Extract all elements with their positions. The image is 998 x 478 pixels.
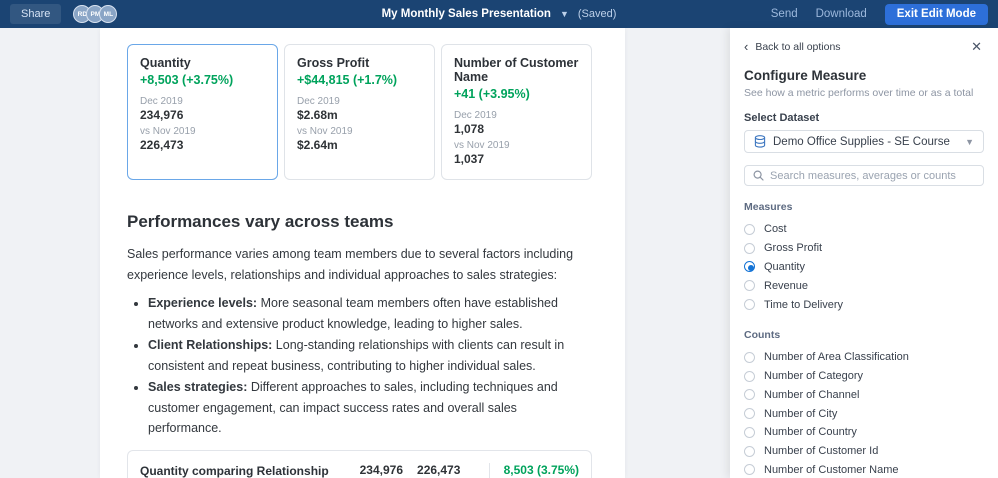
dataset-selected-value: Demo Office Supplies - SE Course (773, 135, 950, 148)
measure-option-gross-profit[interactable]: Gross Profit (744, 239, 984, 258)
metric-period-value: 226,473 (140, 138, 184, 152)
metric-delta: +8,503 (+3.75%) (140, 73, 234, 87)
back-to-options-link[interactable]: ‹ Back to all options (744, 39, 841, 54)
chevron-down-icon: ▼ (965, 136, 974, 147)
bullet-item: Client Relationships: Long-standing rela… (148, 335, 592, 376)
radio-icon[interactable] (744, 351, 755, 363)
exit-edit-mode-button[interactable]: Exit Edit Mode (884, 3, 988, 25)
count-option-category[interactable]: Number of Category (744, 367, 984, 386)
count-option-area-classification[interactable]: Number of Area Classification (744, 348, 984, 367)
bullet-item: Sales strategies: Different approaches t… (148, 377, 592, 439)
comparison-previous-column: 226,473 vs Nov 2019 (417, 462, 461, 477)
section-heading: Performances vary across teams (127, 212, 394, 231)
measures-group-label: Measures (744, 201, 793, 213)
metric-period-value: 1,078 (454, 122, 485, 136)
metric-cards-row: Quantity +8,503 (+3.75%) Dec 2019 234,97… (127, 44, 592, 180)
search-icon (753, 170, 764, 181)
metric-card-customer-count[interactable]: Number of Customer Name +41 (+3.95%) Dec… (441, 44, 592, 180)
comparison-widget[interactable]: Quantity comparing Relationship Manager … (127, 449, 592, 478)
metric-title: Gross Profit (297, 56, 370, 70)
radio-icon[interactable] (744, 408, 755, 420)
metric-delta: +$44,815 (+1.7%) (297, 73, 398, 87)
measure-option-quantity[interactable]: Quantity (744, 258, 984, 277)
send-button[interactable]: Send (770, 8, 798, 20)
metric-card-quantity[interactable]: Quantity +8,503 (+3.75%) Dec 2019 234,97… (127, 44, 278, 180)
radio-icon[interactable] (744, 280, 755, 292)
count-option-country[interactable]: Number of Country (744, 423, 984, 442)
measure-option-revenue[interactable]: Revenue (744, 276, 984, 295)
metric-period-label: vs Nov 2019 (140, 126, 196, 137)
app-background: Quantity +8,503 (+3.75%) Dec 2019 234,97… (0, 28, 998, 478)
metric-period-value: $2.64m (297, 138, 338, 152)
count-option-customer-name[interactable]: Number of Customer Name (744, 461, 984, 478)
radio-icon[interactable] (744, 389, 755, 401)
top-navbar: Share RD PM ML My Monthly Sales Presenta… (0, 0, 998, 28)
radio-icon[interactable] (744, 299, 755, 311)
metric-period-label: Dec 2019 (140, 96, 183, 107)
metric-period-value: 1,037 (454, 152, 485, 166)
panel-subtitle: See how a metric performs over time or a… (744, 87, 974, 99)
count-option-city[interactable]: Number of City (744, 404, 984, 423)
avatar-group: RD PM ML (73, 5, 118, 23)
column-divider (488, 462, 490, 478)
panel-title: Configure Measure (744, 68, 867, 83)
measure-option-time-to-delivery[interactable]: Time to Delivery (744, 295, 984, 314)
search-input[interactable] (770, 169, 975, 182)
download-button[interactable]: Download (815, 8, 867, 20)
radio-icon[interactable] (744, 464, 755, 476)
radio-selected-icon[interactable] (744, 261, 755, 273)
select-dataset-label: Select Dataset (744, 112, 820, 124)
metric-title: Quantity (140, 56, 191, 70)
chevron-left-icon: ‹ (744, 39, 749, 54)
counts-group-label: Counts (744, 328, 781, 341)
chevron-down-icon[interactable]: ▼ (559, 9, 569, 19)
document-title: My Monthly Sales Presentation (381, 8, 551, 20)
metric-period-value: 234,976 (140, 108, 184, 122)
metric-period-value: $2.68m (297, 108, 338, 122)
document-title-group[interactable]: My Monthly Sales Presentation ▼ (Saved) (382, 8, 617, 20)
measure-option-cost[interactable]: Cost (744, 220, 984, 239)
radio-icon[interactable] (744, 223, 755, 235)
metric-period-label: vs Nov 2019 (454, 140, 510, 151)
navbar-actions: Send Download Exit Edit Mode (770, 3, 988, 25)
avatar[interactable]: ML (99, 5, 118, 23)
configure-measure-panel: ‹ Back to all options ✕ Configure Measur… (730, 28, 998, 478)
presentation-page: Quantity +8,503 (+3.75%) Dec 2019 234,97… (100, 28, 625, 478)
radio-icon[interactable] (744, 426, 755, 438)
measure-search-box[interactable] (744, 165, 984, 186)
bullet-list: Experience levels: More seasonal team me… (127, 293, 592, 439)
metric-period-label: vs Nov 2019 (297, 126, 353, 137)
radio-icon[interactable] (744, 242, 755, 254)
saved-status: (Saved) (577, 8, 617, 20)
metric-period-label: Dec 2019 (454, 110, 497, 121)
metric-title: Number of Customer Name (454, 56, 579, 84)
share-button[interactable]: Share (10, 4, 62, 24)
radio-icon[interactable] (744, 445, 755, 457)
comparison-title: Quantity comparing Relationship Manager … (140, 463, 329, 478)
close-icon[interactable]: ✕ (971, 39, 982, 54)
radio-icon[interactable] (744, 370, 755, 382)
metric-period-label: Dec 2019 (297, 96, 340, 107)
intro-paragraph: Sales performance varies among team memb… (127, 247, 574, 282)
comparison-change-column: 8,503 (3.75%) Change (503, 462, 579, 477)
count-option-customer-id[interactable]: Number of Customer Id (744, 442, 984, 461)
metric-card-gross-profit[interactable]: Gross Profit +$44,815 (+1.7%) Dec 2019 $… (284, 44, 435, 180)
bullet-item: Experience levels: More seasonal team me… (148, 293, 592, 334)
metric-delta: +41 (+3.95%) (454, 87, 530, 101)
comparison-header: Quantity comparing Relationship Manager … (128, 451, 591, 478)
comparison-current-column: 234,976 Dec 2019 (359, 462, 404, 477)
dataset-dropdown[interactable]: Demo Office Supplies - SE Course ▼ (744, 130, 984, 153)
count-option-channel[interactable]: Number of Channel (744, 385, 984, 404)
database-icon (754, 135, 766, 148)
